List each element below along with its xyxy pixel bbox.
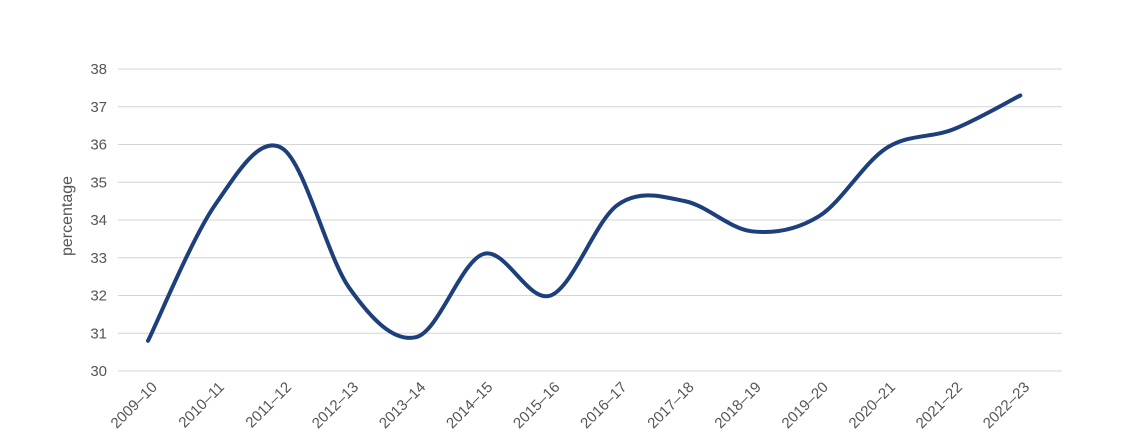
x-axis-ticks: 2009–10 2010–11 2011–12 2012–13 2013–14 2014–… <box>108 379 1034 432</box>
x-tick-label: 2015–16 <box>510 379 563 432</box>
y-tick-label: 33 <box>90 250 107 267</box>
y-tick-label: 38 <box>90 61 107 78</box>
data-point <box>482 252 486 256</box>
y-tick-label: 30 <box>90 363 107 380</box>
y-tick-label: 31 <box>90 325 107 342</box>
x-tick-label: 2017–18 <box>644 379 697 432</box>
x-tick-label: 2018–19 <box>711 379 764 432</box>
x-tick-label: 2014–15 <box>443 379 496 432</box>
x-tick-label: 2012–13 <box>309 379 362 432</box>
x-tick-label: 2019–20 <box>779 379 832 432</box>
data-point <box>884 146 888 150</box>
data-point <box>817 214 821 218</box>
x-tick-label: 2013–14 <box>376 379 429 432</box>
x-tick-label: 2022–23 <box>980 379 1033 432</box>
y-tick-label: 34 <box>90 212 107 229</box>
series-group <box>146 93 1023 343</box>
data-point <box>616 203 620 207</box>
y-tick-label: 32 <box>90 288 107 305</box>
y-tick-label: 35 <box>90 174 107 191</box>
data-point <box>750 229 754 233</box>
data-point <box>146 339 150 343</box>
data-point <box>1018 93 1022 97</box>
data-point <box>549 294 553 298</box>
y-axis-title: percentage <box>59 176 76 256</box>
y-tick-label: 37 <box>90 99 107 116</box>
y-tick-label: 36 <box>90 137 107 154</box>
series-line <box>146 93 1023 343</box>
x-tick-label: 2020–21 <box>846 379 899 432</box>
y-axis-ticks: 30 31 32 33 34 35 36 37 38 <box>90 61 107 380</box>
x-tick-label: 2016–17 <box>577 379 630 432</box>
data-point <box>683 199 687 203</box>
data-point <box>347 286 351 290</box>
gridlines <box>118 68 1062 372</box>
data-point <box>414 335 418 339</box>
x-tick-label: 2011–12 <box>242 379 295 432</box>
data-point <box>213 203 217 207</box>
x-tick-label: 2010–11 <box>175 379 228 432</box>
x-tick-label: 2021–22 <box>913 379 966 432</box>
x-tick-label: 2009–10 <box>108 379 161 432</box>
data-point <box>280 146 284 150</box>
data-point <box>951 127 955 131</box>
